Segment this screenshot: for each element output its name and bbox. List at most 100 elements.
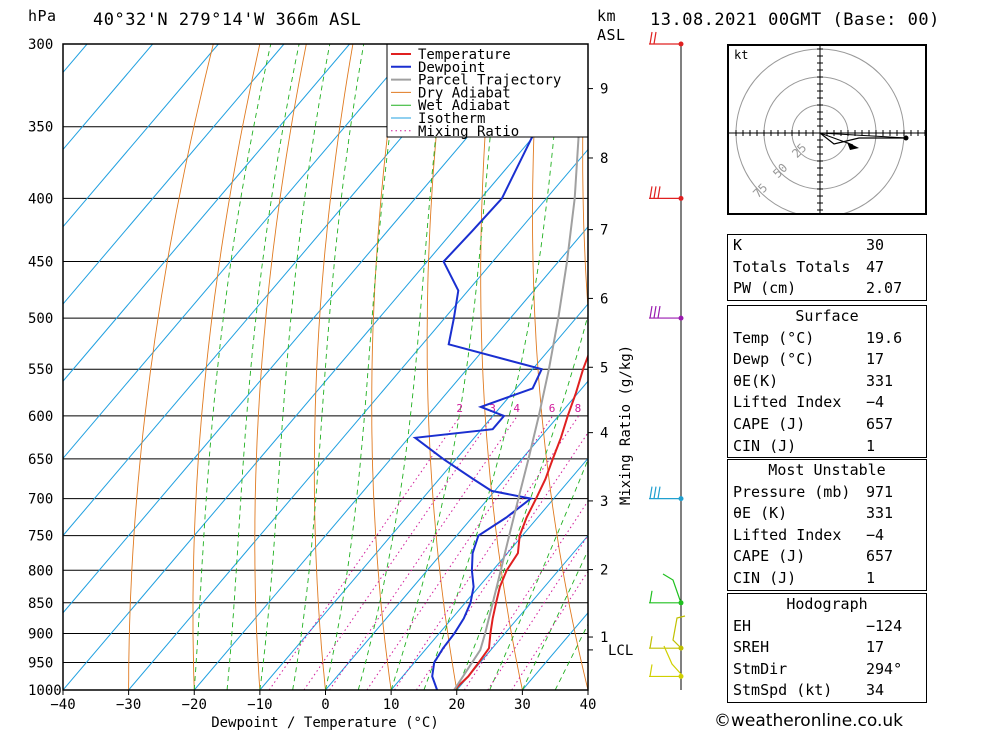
indices-table: K 30 Totals Totals 47 PW (cm) 2.07 [727, 234, 927, 301]
series-temperature [453, 353, 588, 690]
pressure-tick-650: 650 [28, 452, 53, 468]
storm-motion-arrowhead [847, 142, 859, 150]
hodograph-trace-upper [819, 132, 908, 139]
hodo-row-eh: EH −124 [733, 616, 903, 635]
hodo-row-sreh: SREH 17 [733, 638, 885, 657]
lcl-label: LCL [608, 643, 633, 659]
wind-barb-lower [662, 573, 682, 604]
km-tick-label: 2 [600, 563, 608, 579]
mu-row-cape: CAPE (J) 657 [733, 547, 894, 566]
mu-row-thetae: θE (K) 331 [733, 504, 894, 523]
mixing-ratio-label: 6 [549, 402, 556, 415]
wet-adiabat-line [259, 44, 331, 690]
surface-row-temp: Temp (°C) 19.6 [733, 328, 903, 347]
mixing-ratio-label: 25 [685, 402, 698, 415]
legend-entry: Temperature [418, 47, 511, 63]
wind-barb-flag [649, 31, 653, 45]
hodograph-trace [819, 132, 908, 145]
isotherm-line [63, 44, 482, 537]
wet-adiabat-line [456, 313, 588, 690]
pressure-tick-600: 600 [28, 409, 53, 425]
mixing-ratio-line [366, 415, 554, 690]
dry-adiabat-line [582, 44, 588, 314]
hodograph-stats-title: Hodograph [786, 595, 868, 613]
location-title: 40°32'N 279°14'W 366m ASL [93, 10, 362, 30]
isotherm-line [63, 44, 416, 460]
isotherm-line [63, 44, 547, 614]
pressure-tick-800: 800 [28, 563, 53, 579]
pressure-unit-label: hPa [28, 7, 57, 25]
x-axis-label: Dewpoint / Temperature (°C) [211, 715, 439, 731]
dry-adiabat-line [192, 44, 261, 690]
index-row-pw: PW (cm) 2.07 [733, 279, 903, 298]
pressure-tick-950: 950 [28, 655, 53, 671]
datetime-title: 13.08.2021 00GMT (Base: 00) [650, 10, 940, 30]
mixing-ratio-axis-label: Mixing Ratio (g/kg) [618, 345, 634, 505]
most-unstable-title: Most Unstable [768, 461, 886, 479]
mixing-ratio-line [415, 431, 588, 690]
x-tick-label: 10 [383, 697, 400, 713]
km-tick-label: 3 [600, 494, 608, 510]
mixing-ratio-label: 20 [662, 402, 675, 415]
wind-level-dot [678, 673, 684, 679]
pressure-tick-350: 350 [28, 120, 53, 136]
isotherm-line [390, 457, 588, 690]
surface-row-thetae: θE(K) 331 [733, 371, 894, 390]
isotherm-line [63, 44, 285, 305]
km-tick-label: 5 [600, 360, 608, 376]
wind-level-dot [678, 41, 684, 47]
surface-title: Surface [795, 307, 859, 325]
mixing-ratio-line [511, 570, 588, 690]
x-tick-label: −30 [116, 697, 141, 713]
wet-adiabat-line [521, 549, 588, 690]
km-tick-label: 4 [600, 426, 608, 442]
isotherm-line [325, 380, 588, 690]
surface-row-lifted: Lifted Index −4 [733, 393, 885, 412]
most-unstable-table: Most Unstable Pressure (mb) 971 θE (K) 331… [727, 459, 927, 591]
legend-entry: Wet Adiabat [418, 98, 511, 114]
dry-adiabat-line [426, 44, 458, 690]
pressure-tick-550: 550 [28, 362, 53, 378]
dry-adiabat-line [679, 44, 721, 690]
mu-row-pressure: Pressure (mb) 971 [733, 482, 894, 501]
isotherm-line [63, 44, 154, 151]
mu-row-cin: CIN (J) 1 [733, 568, 876, 587]
km-tick-label: 1 [600, 630, 608, 646]
surface-row-dewp: Dewp (°C) 17 [733, 350, 885, 369]
pressure-tick-300: 300 [28, 37, 53, 53]
wind-level-dot [678, 195, 684, 201]
x-tick-label: 20 [448, 697, 465, 713]
wind-barb-flag [657, 486, 661, 499]
wet-adiabat-line [292, 44, 365, 690]
km-unit-label: km [597, 7, 617, 25]
km-tick-label: 7 [600, 223, 608, 239]
wind-barb-flag [653, 486, 657, 499]
series-parcel-trajectory [453, 44, 583, 690]
legend-entry: Dewpoint [418, 60, 485, 76]
wind-barb-flag [649, 636, 653, 649]
mixing-ratio-line [303, 415, 494, 690]
mixing-ratio-line [394, 415, 580, 690]
mixing-ratio-label: 3 [489, 402, 496, 415]
isotherm-line [63, 44, 219, 228]
dry-adiabat-line [631, 44, 719, 690]
km-tick-label: 6 [600, 291, 608, 307]
mixing-ratio-label: 10 [595, 402, 608, 415]
mixing-ratio-line [268, 415, 461, 690]
surface-table: Surface Temp (°C) 19.6 Dewp (°C) 17 θE(K) 3… [727, 305, 927, 459]
hodo-row-stmspd: StmSpd (kt) 34 [733, 681, 885, 700]
wind-barb-flag [649, 305, 653, 319]
series-dewpoint [412, 63, 588, 690]
isotherm-line [63, 71, 588, 690]
pressure-tick-500: 500 [28, 311, 53, 327]
wind-barb-lower [663, 645, 682, 675]
hodograph-endpoint [903, 135, 909, 141]
skewt-chart: 2 3 4 6 8 10 16 20 25 TemperatureDewpointParcel … [28, 31, 721, 731]
x-tick-label: −20 [182, 697, 207, 713]
isotherm-line [63, 44, 350, 382]
mixing-ratio-line [329, 415, 518, 690]
copyright-link[interactable]: ©weatheronline.co.uk [714, 711, 904, 731]
wind-level-dot [678, 315, 684, 321]
wind-barb-flag [649, 486, 653, 499]
km-tick-label: 9 [600, 82, 608, 98]
